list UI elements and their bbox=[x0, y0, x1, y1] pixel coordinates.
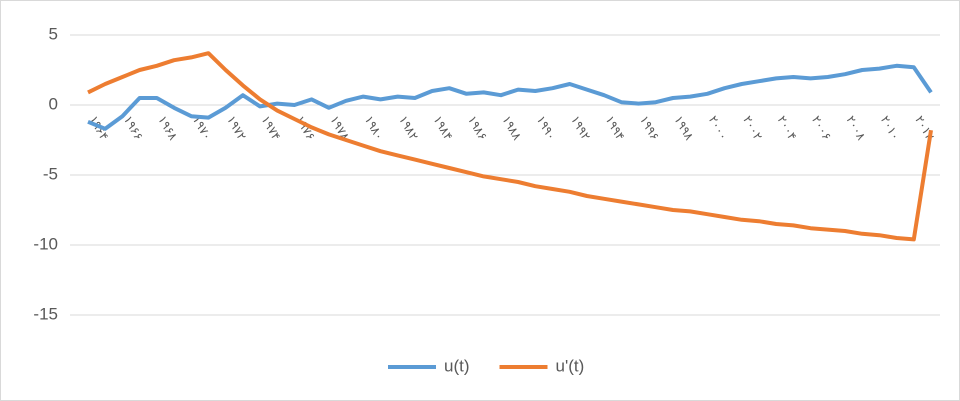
legend-label: u'(t) bbox=[556, 356, 585, 375]
y-tick-label: -5 bbox=[43, 164, 58, 183]
y-tick-label: -10 bbox=[33, 234, 58, 253]
y-tick-label: 5 bbox=[49, 24, 58, 43]
data-line bbox=[87, 51, 933, 242]
y-tick-label: -15 bbox=[33, 304, 58, 323]
y-tick-label: 0 bbox=[49, 94, 58, 113]
data-line bbox=[87, 63, 933, 131]
legend-label: u(t) bbox=[444, 356, 470, 375]
